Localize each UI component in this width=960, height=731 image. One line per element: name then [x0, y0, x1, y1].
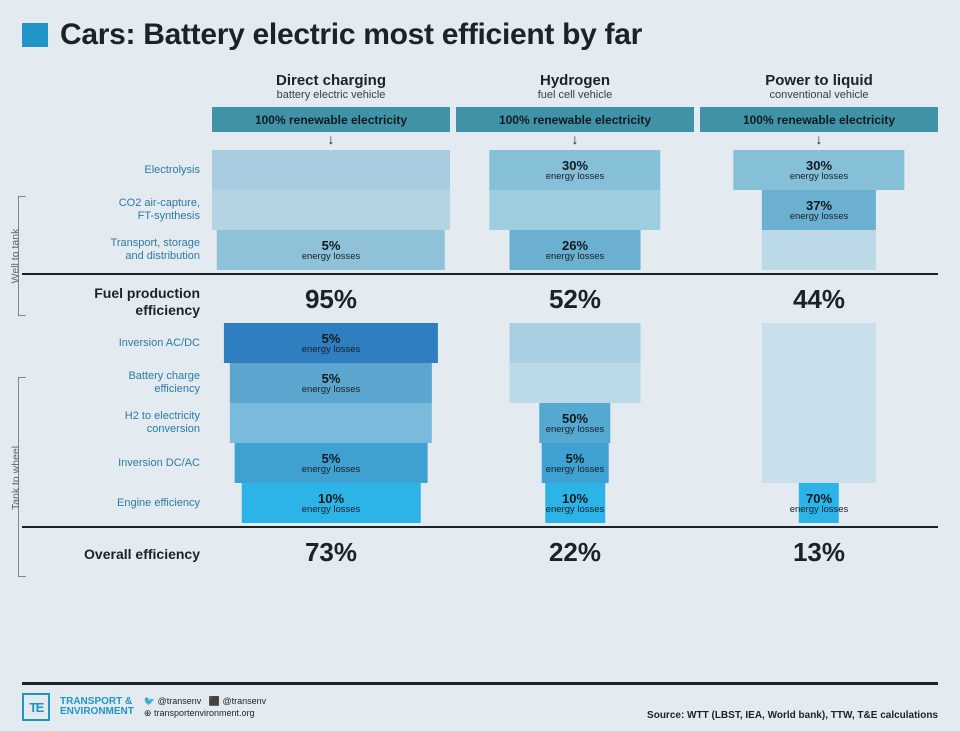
- group-brackets: Well to tank Tank to wheel: [8, 162, 30, 662]
- arrow-down-icon-0: ↓: [212, 132, 450, 150]
- bar-label-co2-liquid: 37%energy losses: [790, 199, 849, 222]
- footer: TE TRANSPORT &ENVIRONMENT 🐦 @transenv ⬛ …: [22, 682, 938, 721]
- bar-inv_dcac-liquid: [700, 443, 938, 483]
- footer-logo-mark: TE: [22, 693, 50, 721]
- bracket-label-bottom: Tank to wheel: [10, 446, 22, 510]
- footer-facebook: @transenv: [223, 696, 267, 706]
- footer-logo-text: TRANSPORT &ENVIRONMENT: [60, 697, 134, 718]
- bar-label-engine-liquid: 70%energy losses: [790, 492, 849, 515]
- rowlabel-inv_dcac: Inversion DC/AC: [22, 443, 206, 483]
- title-accent-box: [22, 23, 48, 47]
- title-row: Cars: Battery electric most efficient by…: [22, 18, 938, 52]
- bar-co2-direct: [212, 190, 450, 230]
- bar-engine-liquid: 70%energy losses: [700, 483, 938, 523]
- footer-web: transportenvironment.org: [154, 708, 255, 718]
- bar-label-inv_dcac-direct: 5%energy losses: [302, 452, 361, 475]
- rowlabel-batt: Battery chargeefficiency: [22, 363, 206, 403]
- bar-electrolysis-hydrogen: 30%energy losses: [456, 150, 694, 190]
- renewable-band-1: 100% renewable electricity: [456, 107, 694, 132]
- bar-transport-hydrogen: 26%energy losses: [456, 230, 694, 270]
- rowlabel-overall: Overall efficiency: [22, 533, 206, 576]
- bar-inv_acdc-direct: 5%energy losses: [212, 323, 450, 363]
- efficiency-overall-hydrogen: 22%: [456, 533, 694, 576]
- footer-twitter: @transenv: [158, 696, 202, 706]
- page-title: Cars: Battery electric most efficient by…: [60, 18, 642, 52]
- twitter-icon: 🐦: [144, 696, 158, 706]
- bar-electrolysis-liquid: 30%energy losses: [700, 150, 938, 190]
- footer-logo-block: TE TRANSPORT &ENVIRONMENT 🐦 @transenv ⬛ …: [22, 693, 266, 721]
- bar-batt-hydrogen: [456, 363, 694, 403]
- column-heading-2: Power to liquidconventional vehicle: [700, 70, 938, 107]
- bar-h2elec-liquid: [700, 403, 938, 443]
- rowlabel-transport: Transport, storageand distribution: [22, 230, 206, 270]
- rowlabel-inv_acdc: Inversion AC/DC: [22, 323, 206, 363]
- infographic-root: Cars: Battery electric most efficient by…: [0, 0, 960, 586]
- arrow-down-icon-2: ↓: [700, 132, 938, 150]
- bar-transport-direct: 5%energy losses: [212, 230, 450, 270]
- bar-h2elec-hydrogen: 50%energy losses: [456, 403, 694, 443]
- bar-batt-direct: 5%energy losses: [212, 363, 450, 403]
- bar-inv_dcac-direct: 5%energy losses: [212, 443, 450, 483]
- rowlabel-co2: CO2 air-capture,FT-synthesis: [22, 190, 206, 230]
- rowlabel-engine: Engine efficiency: [22, 483, 206, 523]
- rowlabel-h2elec: H2 to electricityconversion: [22, 403, 206, 443]
- renewable-band-0: 100% renewable electricity: [212, 107, 450, 132]
- bar-engine-direct: 10%energy losses: [212, 483, 450, 523]
- bar-label-batt-direct: 5%energy losses: [302, 372, 361, 395]
- arrow-down-icon-1: ↓: [456, 132, 694, 150]
- bar-label-inv_acdc-direct: 5%energy losses: [302, 332, 361, 355]
- funnel-chart: Direct chargingbattery electric vehicleH…: [22, 70, 938, 576]
- efficiency-overall-liquid: 13%: [700, 533, 938, 576]
- bar-label-h2elec-hydrogen: 50%energy losses: [546, 412, 605, 435]
- bar-label-transport-hydrogen: 26%energy losses: [546, 239, 605, 262]
- bracket-label-top: Well to tank: [9, 229, 21, 284]
- bar-inv_acdc-hydrogen: [456, 323, 694, 363]
- bar-co2-liquid: 37%energy losses: [700, 190, 938, 230]
- rowlabel-fpe: Fuel productionefficiency: [22, 280, 206, 323]
- renewable-band-2: 100% renewable electricity: [700, 107, 938, 132]
- bar-inv_dcac-hydrogen: 5%energy losses: [456, 443, 694, 483]
- globe-icon: ⊕: [144, 708, 154, 718]
- bar-batt-liquid: [700, 363, 938, 403]
- column-heading-1: Hydrogenfuel cell vehicle: [456, 70, 694, 107]
- bar-co2-hydrogen: [456, 190, 694, 230]
- divider-fpe: [22, 273, 938, 275]
- divider-overall: [22, 526, 938, 528]
- rowlabel-blank: [22, 107, 206, 132]
- bar-electrolysis-direct: [212, 150, 450, 190]
- footer-socials: 🐦 @transenv ⬛ @transenv ⊕ transportenvir…: [144, 695, 266, 719]
- efficiency-fpe-direct: 95%: [212, 280, 450, 323]
- facebook-icon: ⬛: [209, 696, 223, 706]
- bar-label-engine-direct: 10%energy losses: [302, 492, 361, 515]
- bar-label-electrolysis-hydrogen: 30%energy losses: [546, 159, 605, 182]
- bar-label-inv_dcac-hydrogen: 5%energy losses: [546, 452, 605, 475]
- rowlabel-blank: [22, 70, 206, 107]
- bar-transport-liquid: [700, 230, 938, 270]
- efficiency-overall-direct: 73%: [212, 533, 450, 576]
- bar-label-transport-direct: 5%energy losses: [302, 239, 361, 262]
- rowlabel-blank: [22, 132, 206, 150]
- bar-h2elec-direct: [212, 403, 450, 443]
- bar-label-electrolysis-liquid: 30%energy losses: [790, 159, 849, 182]
- bar-label-engine-hydrogen: 10%energy losses: [546, 492, 605, 515]
- footer-source: Source: WTT (LBST, IEA, World bank), TTW…: [647, 710, 938, 721]
- rowlabel-electrolysis: Electrolysis: [22, 150, 206, 190]
- efficiency-fpe-liquid: 44%: [700, 280, 938, 323]
- bar-inv_acdc-liquid: [700, 323, 938, 363]
- efficiency-fpe-hydrogen: 52%: [456, 280, 694, 323]
- column-heading-0: Direct chargingbattery electric vehicle: [212, 70, 450, 107]
- bar-engine-hydrogen: 10%energy losses: [456, 483, 694, 523]
